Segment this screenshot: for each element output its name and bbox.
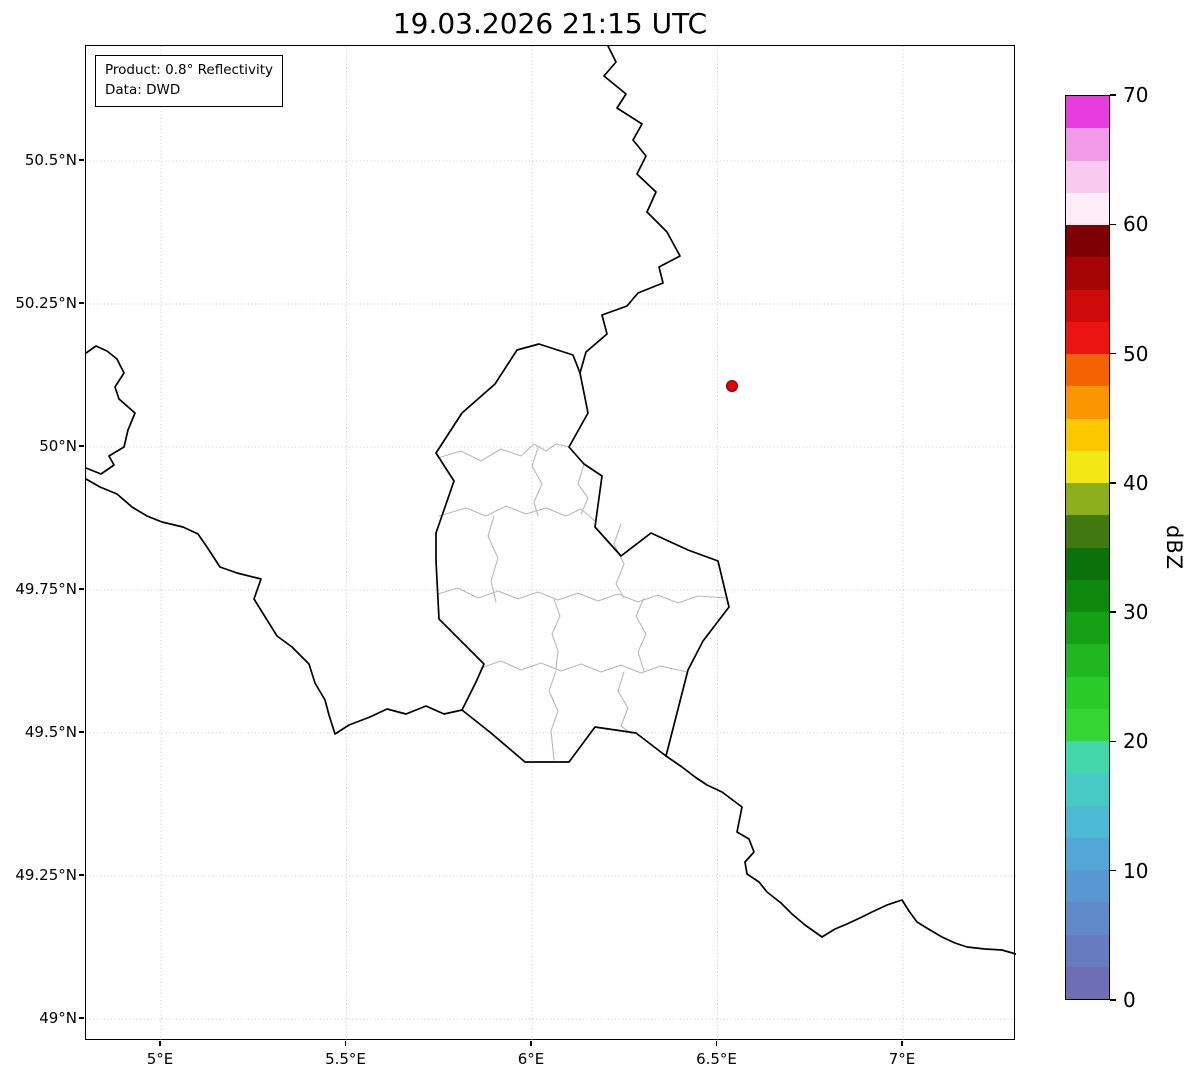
canton-border (617, 671, 633, 735)
colorbar-segment (1066, 966, 1109, 999)
y-tick-mark (79, 1017, 84, 1019)
colorbar-segment (1066, 902, 1109, 935)
colorbar-unit-label: dBZ (1157, 95, 1191, 1000)
colorbar-segment (1066, 418, 1109, 451)
gridlines-layer (86, 46, 1016, 1041)
colorbar-tick-mark (1110, 223, 1116, 226)
radar-location-marker (726, 380, 738, 392)
x-tick-label: 5.5°E (325, 1050, 366, 1068)
y-tick-label: 50.25°N (15, 294, 77, 312)
country-borders-layer (86, 46, 1016, 955)
canton-border (613, 523, 625, 599)
colorbar-segment (1066, 612, 1109, 645)
colorbar-segment (1066, 547, 1109, 580)
map-plot: Product: 0.8° Reflectivity Data: DWD (85, 45, 1016, 1041)
colorbar-segment (1066, 386, 1109, 419)
colorbar-segment (1066, 225, 1109, 258)
x-tick-mark (715, 1041, 718, 1046)
canton-border (437, 587, 727, 604)
x-tick-label: 7°E (888, 1050, 916, 1068)
colorbar-segment (1066, 450, 1109, 483)
border-luxembourg (435, 343, 730, 763)
colorbar-segment (1066, 708, 1109, 741)
colorbar-segment (1066, 934, 1109, 967)
colorbar-segment (1066, 870, 1109, 903)
y-tick-label: 49.25°N (15, 866, 77, 884)
product-annotation-box: Product: 0.8° Reflectivity Data: DWD (95, 55, 283, 107)
colorbar-segment (1066, 741, 1109, 774)
colorbar-tick-label: 10 (1123, 858, 1149, 883)
y-tick-label: 49.5°N (24, 723, 77, 741)
y-tick-mark (79, 588, 84, 590)
canton-border (438, 505, 596, 522)
canton-border (437, 443, 570, 462)
canton-border (480, 660, 688, 674)
colorbar-segment (1066, 644, 1109, 677)
admin-borders-layer (437, 443, 727, 761)
canton-border (531, 447, 543, 517)
figure-title: 19.03.2026 21:15 UTC (392, 7, 708, 40)
colorbar-segment (1066, 515, 1109, 548)
y-tick-label: 50.5°N (24, 151, 77, 169)
y-tick-label: 49°N (39, 1009, 77, 1027)
x-tick-label: 6.5°E (696, 1050, 737, 1068)
colorbar-tick-mark (1110, 352, 1116, 355)
colorbar-segment (1066, 160, 1109, 193)
colorbar-segment (1066, 192, 1109, 225)
colorbar-segment (1066, 354, 1109, 387)
y-tick-mark (79, 874, 84, 876)
y-tick-mark (79, 445, 84, 447)
colorbar-tick-label: 70 (1123, 83, 1149, 107)
colorbar-segment (1066, 483, 1109, 516)
colorbar-tick-label: 60 (1123, 212, 1149, 237)
colorbar-tick-label: 40 (1123, 470, 1149, 495)
colorbar-segment (1066, 805, 1109, 838)
border-belgium-germany (579, 46, 681, 374)
colorbar-tick-label: 50 (1123, 341, 1149, 366)
colorbar-segment (1066, 837, 1109, 870)
colorbar-segment (1066, 676, 1109, 709)
colorbar-tick-label: 0 (1123, 988, 1136, 1012)
colorbar-tick-mark (1110, 482, 1116, 484)
colorbar-tick-label: 30 (1123, 600, 1149, 625)
x-tick-mark (159, 1041, 161, 1046)
canton-border (551, 598, 561, 669)
colorbar-segment (1066, 96, 1109, 129)
colorbar-tick-mark (1110, 94, 1116, 96)
annotation-data-source: Data: DWD (105, 82, 181, 99)
y-tick-mark (79, 159, 84, 161)
colorbar-segment (1066, 128, 1109, 161)
map-canvas (86, 46, 1016, 1041)
colorbar-segment (1066, 773, 1109, 806)
border-france-germany (665, 755, 1016, 955)
colorbar-tick-mark (1110, 611, 1116, 613)
x-tick-mark (530, 1041, 532, 1046)
y-tick-mark (79, 731, 84, 733)
y-tick-label: 49.75°N (15, 580, 77, 598)
annotation-product: Product: 0.8° Reflectivity (105, 62, 273, 78)
canton-border (635, 597, 647, 672)
colorbar-segment (1066, 257, 1109, 290)
colorbar-tick-mark (1110, 869, 1116, 872)
colorbar-segment (1066, 579, 1109, 612)
y-tick-label: 50°N (39, 437, 77, 455)
border-france-belgium (86, 478, 463, 735)
colorbar-tick-mark (1110, 740, 1116, 743)
border-givet-salient (86, 345, 136, 475)
canton-border (487, 515, 499, 603)
y-tick-mark (79, 302, 84, 304)
canton-border (548, 670, 559, 761)
x-tick-label: 6°E (517, 1050, 545, 1068)
x-tick-label: 5°E (146, 1050, 174, 1068)
colorbar-tick-mark (1110, 999, 1116, 1001)
colorbar-segment (1066, 321, 1109, 354)
colorbar-segment (1066, 289, 1109, 322)
x-tick-mark (901, 1041, 903, 1046)
colorbar (1065, 95, 1110, 1000)
colorbar-unit-text: dBZ (1162, 524, 1186, 571)
colorbar-tick-label: 20 (1123, 729, 1149, 754)
canton-border (577, 463, 589, 515)
x-tick-mark (344, 1041, 347, 1046)
